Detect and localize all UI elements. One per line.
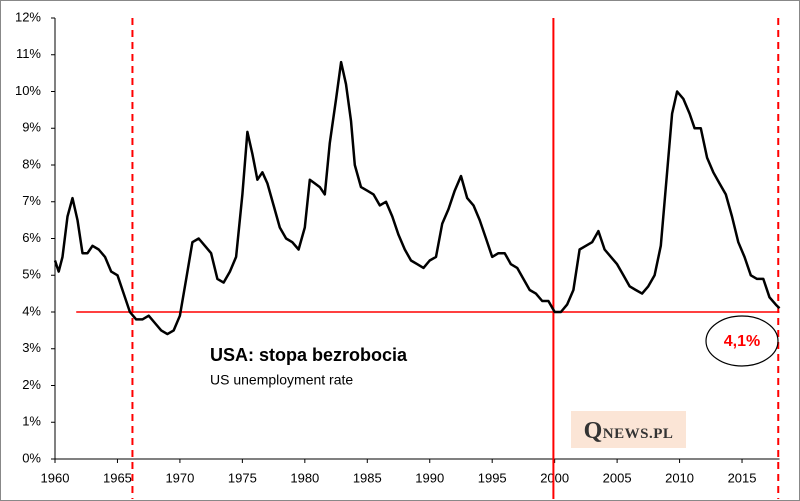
x-tick-label: 1995 [478,470,507,485]
chart-subtitle: US unemployment rate [210,372,353,388]
data-line [53,60,781,336]
y-tick-label: 11% [16,46,41,61]
y-tick-label: 9% [22,120,41,135]
y-tick-label: 10% [15,83,41,98]
x-tick-label: 2010 [665,470,694,485]
x-tick-label: 2005 [603,470,632,485]
y-tick-label: 1% [22,414,41,429]
y-tick-label: 0% [22,450,41,465]
y-tick-label: 6% [22,230,41,245]
y-tick-label: 7% [22,193,41,208]
y-tick-label: 4% [22,303,41,318]
x-tick-label: 1960 [41,470,70,485]
x-tick-label: 1970 [165,470,194,485]
logo: QNEWS.PL [571,411,686,448]
x-tick-label: 1985 [353,470,382,485]
y-tick-label: 2% [22,377,41,392]
x-tick-label: 1980 [290,470,319,485]
x-tick-label: 1975 [228,470,257,485]
x-tick-label: 2015 [728,470,757,485]
y-tick-label: 5% [22,267,41,282]
annotation: 4,1% [724,333,760,350]
x-tick-label: 1965 [103,470,132,485]
y-tick-label: 12% [15,9,41,24]
x-tick-label: 1990 [415,470,444,485]
annotation-ellipse [705,315,779,367]
x-tick-label: 2000 [540,470,569,485]
y-tick-label: 8% [22,156,41,171]
chart-title: USA: stopa bezrobocia [210,345,408,365]
y-tick-label: 3% [22,340,41,355]
